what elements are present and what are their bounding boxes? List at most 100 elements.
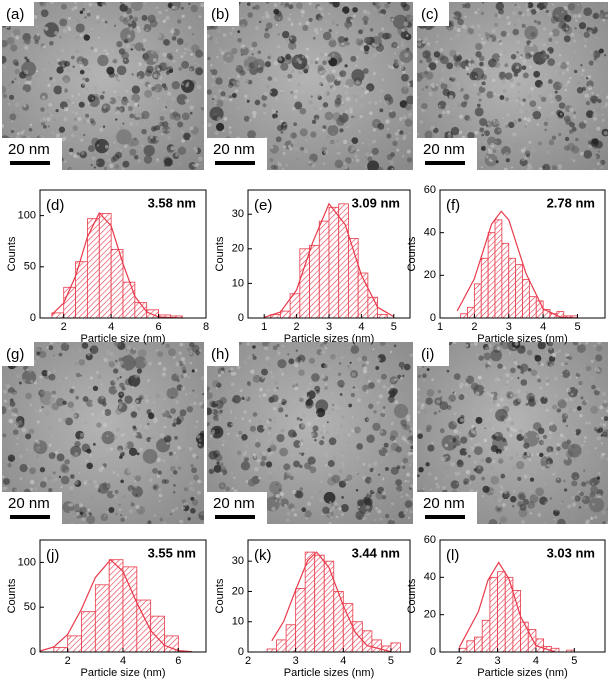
grain [391,66,394,69]
particle [494,23,498,27]
grain [500,145,504,149]
particle [498,458,504,464]
grain [112,492,115,495]
grain [269,432,271,434]
grain [593,62,596,65]
grain [230,410,232,412]
grain [90,411,92,413]
grain [24,439,26,441]
grain [571,495,575,499]
grain [478,376,482,380]
grain [9,33,12,36]
y-tick-label: 30 [232,555,244,567]
particle [73,66,75,68]
grain [126,411,130,415]
particle [378,123,385,130]
grain [368,492,371,495]
grain [562,11,564,13]
grain [283,124,285,126]
grain [505,373,509,377]
particle [173,491,175,493]
grain [601,400,604,403]
grain [91,58,93,60]
grain [87,352,91,356]
grain [586,79,589,82]
particle [309,358,315,364]
grain [351,142,353,144]
grain [231,372,235,376]
particle [309,18,313,22]
grain [180,55,183,58]
particle [538,428,545,435]
grain [124,107,128,111]
grain [513,24,516,27]
grain [574,386,578,390]
particle [165,344,169,348]
grain [437,26,439,28]
grain [572,408,576,412]
grain [401,462,404,465]
grain [395,400,399,404]
particle [148,15,156,23]
grain [374,140,376,142]
particle [544,122,548,126]
x-tick-label: 2 [471,321,477,333]
particle [377,167,383,173]
particle [85,78,89,82]
grain [502,50,506,54]
particle [596,345,602,351]
grain [309,60,313,64]
grain [257,459,260,462]
particle [207,57,210,60]
particle [531,369,538,376]
grain [124,145,128,149]
grain [583,38,587,42]
grain [325,464,327,466]
grain [593,403,596,406]
grain [138,406,140,408]
grain [24,479,28,483]
grain [330,392,334,396]
grain [486,392,490,396]
grain [145,426,149,430]
particle [48,488,52,492]
grain [256,58,258,60]
grain [130,489,133,492]
x-tick-label: 3 [293,655,299,667]
panel-label: (j) [46,547,59,564]
grain [311,164,315,168]
grain [531,454,533,456]
grain [147,139,150,142]
grain [184,48,186,50]
particle [344,37,348,41]
grain [83,359,85,361]
grain [341,42,344,45]
y-tick-label: 0 [30,312,36,324]
grain [356,158,360,162]
grain [527,167,530,170]
particle [525,126,527,128]
grain [173,60,176,63]
x-tick-label: 3 [326,321,332,333]
grain [46,371,50,375]
particle [548,79,553,84]
particle [82,78,85,81]
grain [475,76,478,79]
grain [544,9,546,11]
grain [248,419,251,422]
grain [64,409,67,412]
grain [88,3,92,7]
grain [52,111,55,114]
grain [436,400,440,404]
particle [108,507,114,513]
particle [268,427,271,430]
grain [311,432,315,436]
grain [109,126,113,130]
grain [481,458,485,462]
grain [571,33,575,37]
grain [593,155,597,159]
particle [86,463,93,470]
grain [320,488,322,490]
grain [519,104,521,106]
grain [524,435,527,438]
